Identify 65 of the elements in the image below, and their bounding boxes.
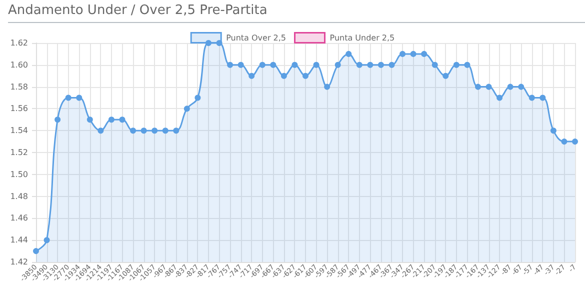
y-tick-label: 1.58	[10, 82, 28, 92]
point	[496, 94, 503, 101]
y-tick-label: 1.56	[10, 104, 28, 114]
point	[486, 84, 492, 90]
point	[378, 62, 384, 68]
y-tick-label: 1.46	[10, 214, 28, 223]
point	[292, 62, 298, 68]
point	[432, 62, 438, 68]
point	[119, 116, 126, 123]
point	[76, 94, 82, 101]
point	[550, 128, 556, 134]
point	[561, 138, 568, 145]
y-tick-label: 1.44	[10, 236, 28, 245]
y-tick-label: 1.42	[10, 258, 28, 266]
point	[528, 94, 535, 101]
point	[410, 50, 416, 57]
point	[86, 116, 93, 123]
point	[270, 62, 276, 68]
point	[356, 62, 362, 68]
point	[313, 62, 320, 68]
point	[130, 128, 136, 134]
point	[162, 128, 168, 134]
point	[33, 248, 39, 254]
point	[518, 84, 524, 90]
point	[540, 94, 546, 101]
point	[507, 84, 514, 90]
y-tick-label: 1.60	[10, 60, 28, 70]
point	[98, 128, 104, 134]
point	[238, 62, 244, 68]
y-tick-label: 1.50	[10, 170, 28, 179]
point	[367, 62, 374, 68]
point	[464, 62, 470, 68]
point	[140, 128, 147, 134]
point	[474, 84, 481, 90]
point	[324, 84, 330, 90]
point	[194, 94, 201, 101]
point	[400, 50, 406, 57]
point	[280, 72, 287, 79]
point	[184, 106, 190, 112]
point	[421, 50, 428, 57]
point	[346, 50, 352, 57]
point	[248, 72, 255, 79]
y-tick-label: 1.52	[10, 148, 28, 157]
point	[572, 138, 578, 145]
point	[216, 40, 222, 46]
point	[108, 116, 114, 123]
point	[44, 237, 50, 244]
point	[227, 62, 234, 68]
point	[453, 62, 460, 68]
legend-label: Punta Over 2,5	[226, 33, 286, 42]
point	[302, 72, 308, 79]
chart-title: Andamento Under / Over 2,5 Pre-Partita	[8, 0, 585, 23]
point	[173, 128, 180, 134]
point	[152, 128, 158, 134]
point	[205, 40, 212, 46]
y-tick-label: 1.54	[10, 126, 28, 136]
point	[442, 72, 449, 79]
point	[334, 62, 341, 68]
y-tick-label: 1.62	[10, 38, 28, 48]
point	[65, 94, 72, 101]
y-tick-label: 1.48	[10, 192, 28, 201]
point	[259, 62, 266, 68]
point	[54, 116, 61, 123]
legend-label: Punta Under 2,5	[330, 33, 395, 42]
point	[388, 62, 395, 68]
